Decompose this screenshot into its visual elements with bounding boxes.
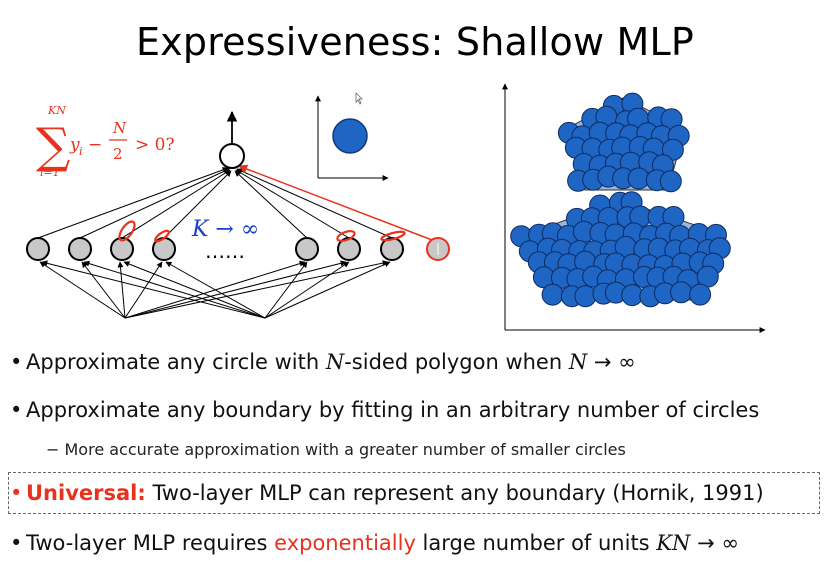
sum-term: y <box>69 135 80 155</box>
bullet-marker: • <box>10 398 23 422</box>
frac-denominator: 2 <box>113 145 123 163</box>
packed-circle <box>689 283 712 306</box>
sum-rhs: > 0? <box>135 135 175 155</box>
frac-numerator: N <box>112 119 127 137</box>
hidden-node <box>110 237 134 261</box>
boundary-plot <box>502 83 766 333</box>
bullet-marker: • <box>10 481 23 505</box>
sub-bullet-text: More accurate approximation with a great… <box>64 440 626 459</box>
hidden-node <box>68 237 92 261</box>
sum-lower-limit: i=1 <box>40 166 60 179</box>
approx-circle <box>332 118 368 154</box>
packed-circles <box>510 92 731 308</box>
weight-highlights <box>118 220 406 243</box>
packed-circle <box>670 281 693 304</box>
sum-term-sub: i <box>79 145 83 158</box>
bullet-1-n2: N <box>568 350 588 374</box>
ellipsis-dots: …… <box>205 239 245 263</box>
network-figure: KN ∑ i=1 y i − N 2 > 0? <box>26 83 766 333</box>
hidden-node <box>380 237 404 261</box>
single-circle-plot <box>315 92 389 181</box>
sub-bullet-dash: − <box>46 440 60 459</box>
bullet-1-mid: -sided polygon when <box>344 350 569 374</box>
packed-circle <box>627 167 650 190</box>
bullet-3-text: Two-layer MLP can represent any boundary… <box>145 481 764 505</box>
bullet-4-pre: Two-layer MLP requires <box>26 531 275 555</box>
hidden-node <box>295 237 319 261</box>
bullet-2-text: Approximate any boundary by fitting in a… <box>26 398 760 422</box>
sum-formula: KN ∑ i=1 y i − N 2 > 0? <box>36 104 175 179</box>
mouse-cursor-icon <box>355 92 363 105</box>
bullet-1-n: N <box>325 350 345 374</box>
bias-edge <box>238 164 433 241</box>
sum-minus: − <box>88 135 102 155</box>
sum-upper-limit: KN <box>47 104 66 117</box>
bullet-1-post: → ∞ <box>587 350 636 374</box>
bullet-1: • Approximate any circle with N-sided pol… <box>10 350 636 374</box>
packed-circle <box>574 285 597 308</box>
bullet-marker: • <box>10 350 23 374</box>
output-node <box>219 143 245 169</box>
slide-title: Expressiveness: Shallow MLP <box>135 20 695 64</box>
bullet-4-highlight: exponentially <box>274 531 416 555</box>
bullet-4-post: → ∞ <box>690 531 739 555</box>
bullet-4-kn: KN <box>656 531 691 555</box>
packed-circle <box>661 138 684 161</box>
bullet-4: • Two-layer MLP requires exponentially la… <box>10 531 739 555</box>
hidden-to-output-edges <box>37 167 393 239</box>
bullet-3-label: Universal: <box>26 481 146 505</box>
packed-circle <box>541 283 564 306</box>
highlight-box <box>8 472 820 514</box>
k-limit-label: K → ∞ <box>191 217 259 242</box>
packed-circle <box>659 170 682 193</box>
bullet-marker: • <box>10 531 23 555</box>
input-to-hidden-edges <box>39 260 391 319</box>
bullet-4-mid: large number of units <box>415 531 657 555</box>
bullet-3: • Universal: Two-layer MLP can represent … <box>10 481 764 505</box>
hidden-node <box>26 237 50 261</box>
sub-bullet-2: − More accurate approximation with a gre… <box>46 440 626 459</box>
sum-symbol: ∑ <box>36 118 70 174</box>
bullet-1-pre: Approximate any circle with <box>26 350 326 374</box>
bullet-2: • Approximate any boundary by fitting in … <box>10 398 759 422</box>
